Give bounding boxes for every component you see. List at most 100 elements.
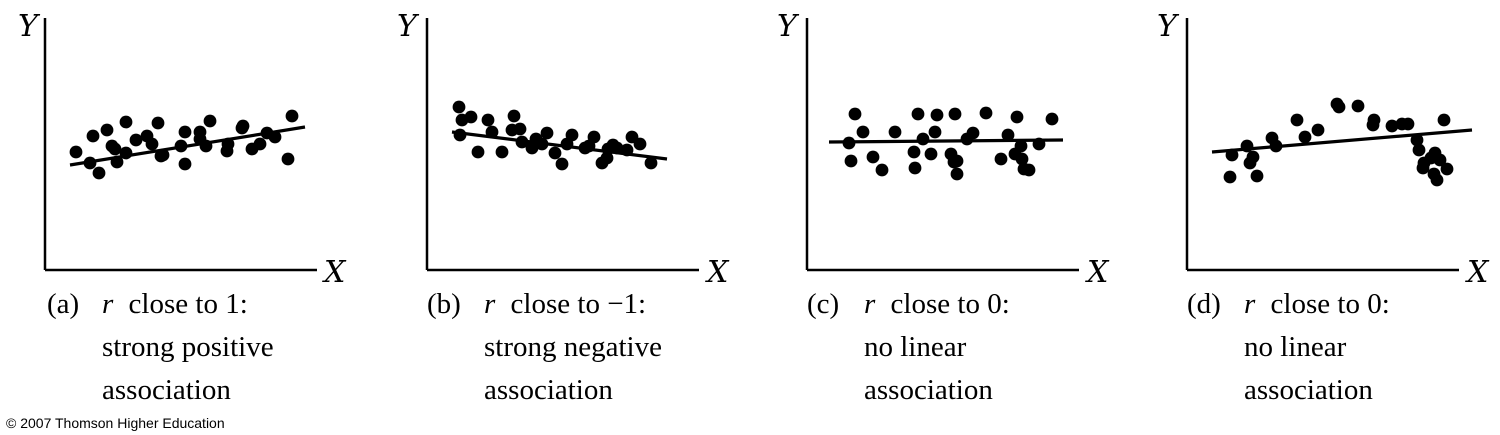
caption-a-r: r [102, 288, 114, 320]
data-point-b-32 [644, 156, 658, 170]
panel-d: Y X (d) r close to 0: no linear associat… [1157, 9, 1490, 406]
data-point-d-16 [1367, 113, 1381, 127]
caption-c-rel: close to 0: [891, 288, 1010, 320]
data-point-c-10 [911, 107, 925, 121]
data-point-c-8 [907, 145, 921, 159]
data-point-a-33 [285, 109, 299, 123]
data-point-c-12 [924, 147, 938, 161]
data-point-c-6 [875, 163, 889, 177]
data-point-a-23 [203, 114, 217, 128]
caption-a-line1: (a) r close to 1: [47, 288, 248, 320]
data-point-d-21 [1412, 143, 1426, 157]
data-point-a-3 [86, 129, 100, 143]
data-point-b-6 [481, 113, 495, 127]
data-point-b-7 [485, 125, 499, 139]
data-point-a-14 [151, 116, 165, 130]
data-point-a-2 [83, 156, 97, 170]
data-point-a-18 [178, 125, 192, 139]
data-point-a-17 [174, 139, 188, 153]
copyright-credit: © 2007 Thomson Higher Education [6, 415, 225, 431]
data-point-c-5 [866, 150, 880, 164]
data-point-d-28 [1433, 153, 1447, 167]
data-point-c-32 [1045, 112, 1059, 126]
data-point-a-16 [156, 148, 170, 162]
data-point-a-11 [129, 133, 143, 147]
data-point-a-13 [145, 137, 159, 151]
caption-d-line1: (d) r close to 0: [1187, 288, 1390, 320]
data-point-d-13 [1332, 100, 1346, 114]
data-point-a-4 [92, 166, 106, 180]
panel-b: Y X (b) r close to −1: strong negative a… [397, 9, 730, 406]
marks-c [828, 106, 1064, 181]
caption-b-line2: strong negative [484, 331, 662, 363]
data-point-c-27 [1014, 139, 1028, 153]
data-point-c-26 [1010, 110, 1024, 124]
data-point-d-5 [1246, 150, 1260, 164]
caption-b-line1: (b) r close to −1: [427, 288, 646, 320]
caption-a-line3: association [102, 374, 231, 406]
data-point-a-31 [268, 130, 282, 144]
data-point-d-19 [1401, 117, 1415, 131]
data-point-d-30 [1440, 162, 1454, 176]
caption-c-line3: association [864, 374, 993, 406]
data-point-c-11 [916, 132, 930, 146]
caption-c-prefix: (c) [807, 288, 839, 320]
caption-b-prefix: (b) [427, 288, 461, 320]
x-axis-label-b: X [705, 255, 730, 290]
data-point-a-32 [281, 152, 295, 166]
caption-a-prefix: (a) [47, 288, 79, 320]
caption-d-line3: association [1244, 374, 1373, 406]
caption-a-line2: strong positive [102, 331, 274, 363]
plot-area-b [425, 18, 699, 272]
data-point-b-1 [452, 100, 466, 114]
data-point-c-28 [1015, 152, 1029, 166]
data-point-c-9 [908, 161, 922, 175]
caption-b-r: r [484, 288, 496, 320]
data-point-c-2 [844, 154, 858, 168]
data-point-b-2 [453, 128, 467, 142]
data-point-c-7 [888, 125, 902, 139]
data-point-c-31 [1032, 137, 1046, 151]
data-point-b-28 [610, 141, 624, 155]
data-point-c-21 [966, 126, 980, 140]
data-point-b-8 [495, 145, 509, 159]
data-point-d-9 [1290, 113, 1304, 127]
panel-a: Y X (a) r close to 1: strong positive as… [18, 9, 347, 406]
x-axis-label-c: X [1085, 255, 1110, 290]
data-point-b-29 [620, 143, 634, 157]
data-point-a-9 [119, 146, 133, 160]
data-point-b-20 [565, 128, 579, 142]
caption-d-rel: close to 0: [1271, 288, 1390, 320]
data-point-a-22 [199, 139, 213, 153]
caption-c-line1: (c) r close to 0: [807, 288, 1010, 320]
data-point-c-23 [994, 152, 1008, 166]
caption-a-rel: close to 1: [129, 288, 248, 320]
marks-a [69, 109, 306, 180]
caption-d-prefix: (d) [1187, 288, 1221, 320]
caption-d-r: r [1244, 288, 1256, 320]
data-point-b-31 [633, 137, 647, 151]
data-point-c-18 [950, 154, 964, 168]
data-point-c-30 [1022, 163, 1036, 177]
data-point-d-29 [1437, 113, 1451, 127]
data-point-b-10 [507, 109, 521, 123]
data-point-b-17 [548, 146, 562, 160]
data-point-c-1 [842, 136, 856, 150]
panel-c: Y X (c) r close to 0: no linear associat… [777, 9, 1110, 406]
data-point-b-5 [471, 145, 485, 159]
data-point-c-3 [848, 107, 862, 121]
data-point-d-10 [1298, 130, 1312, 144]
plot-area-d [1185, 18, 1473, 272]
y-axis-label-b: Y [397, 9, 420, 44]
data-point-d-8 [1269, 139, 1283, 153]
data-point-d-14 [1351, 99, 1365, 113]
data-point-b-11 [513, 122, 527, 136]
fit-line-c [828, 138, 1064, 144]
data-point-d-3 [1240, 139, 1254, 153]
data-point-a-1 [69, 145, 83, 159]
caption-c-r: r [864, 288, 876, 320]
data-point-b-18 [555, 157, 569, 171]
x-axis-label-a: X [322, 255, 347, 290]
data-point-b-4 [464, 110, 478, 124]
